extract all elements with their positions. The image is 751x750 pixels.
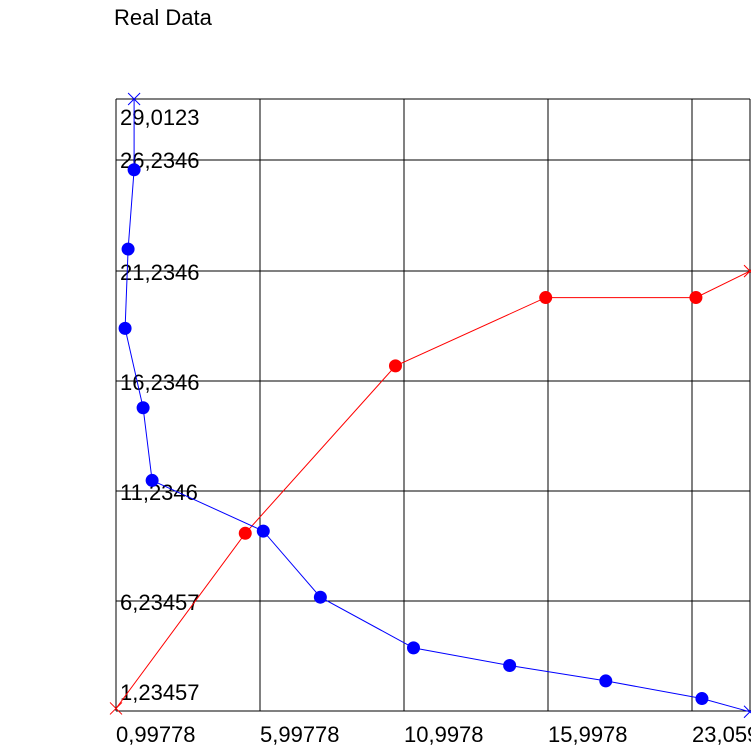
series-1-point (503, 658, 517, 672)
series-1-endpoint (127, 92, 141, 106)
x-tick-label: 5,99778 (260, 722, 340, 747)
series-line-0 (115, 270, 751, 709)
series-1-point (127, 163, 141, 177)
y-tick-label: 1,23457 (120, 680, 200, 705)
series-1-point (145, 473, 159, 487)
y-tick-label: 16,2346 (120, 370, 200, 395)
series-1-point (407, 641, 421, 655)
series-1-point (313, 590, 327, 604)
x-tick-label: 0,99778 (116, 722, 196, 747)
series-1-point (695, 692, 709, 706)
x-tick-label: 10,9978 (404, 722, 484, 747)
y-tick-label: 29,0123 (120, 105, 200, 130)
series-1-point (118, 321, 132, 335)
series-1-point (256, 524, 270, 538)
series-0-endpoint (743, 264, 751, 278)
series-0-point (238, 526, 252, 540)
y-tick-label: 6,23457 (120, 590, 200, 615)
series-1-point (599, 674, 613, 688)
y-tick-label: 11,2346 (120, 480, 198, 505)
series-0-point (689, 291, 703, 305)
x-tick-label: 15,9978 (548, 722, 628, 747)
series-line-1 (124, 99, 751, 713)
series-1-point (121, 242, 135, 256)
series-1-point (136, 401, 150, 415)
series-0-point (539, 291, 553, 305)
series-0-point (388, 359, 402, 373)
series-0-endpoint (109, 702, 123, 715)
series-1-endpoint (743, 705, 751, 719)
chart-title: Real Data (114, 5, 212, 30)
x-tick-label: 23,0599 (692, 722, 751, 747)
y-tick-label: 21,2346 (120, 260, 200, 285)
